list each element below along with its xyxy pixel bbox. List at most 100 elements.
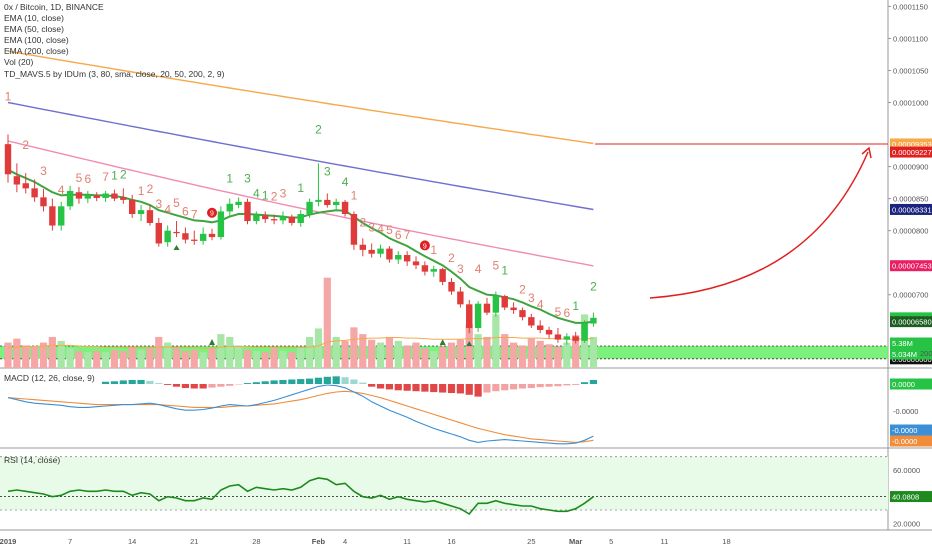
candle-body[interactable] [581,323,588,341]
candle-body[interactable] [545,329,553,335]
candle-body[interactable] [102,193,109,198]
candle-body[interactable] [359,244,366,250]
candle-body[interactable] [483,303,491,313]
ema100-line[interactable] [7,101,594,211]
candle-body[interactable] [199,233,207,241]
ema200-line[interactable] [7,50,594,145]
volume-bar [297,346,305,368]
macd-histogram-bar [128,379,136,384]
ema50-line[interactable] [7,140,594,267]
candle-body[interactable] [332,201,340,206]
candle-body[interactable] [217,211,225,238]
candle-body[interactable] [519,310,526,318]
symbol-title[interactable]: 0x / Bitcoin, 1D, BINANCE [4,2,104,12]
legend-ema50[interactable]: EMA (50, close) [4,24,64,35]
candle-body[interactable] [22,183,29,189]
volume-bar [226,336,234,368]
candle-body[interactable] [84,195,92,199]
legend-ema200[interactable]: EMA (200, close) [4,46,69,57]
volume-bar [430,351,438,368]
candle-body[interactable] [439,269,446,282]
candle-body[interactable] [146,210,154,223]
forecast-arrow[interactable] [649,151,869,299]
candle-body[interactable] [421,265,429,272]
candle-body[interactable] [173,231,180,234]
candle-body[interactable] [297,213,304,223]
candle-body[interactable] [306,201,313,214]
time-axis[interactable]: 2820197142128Feb4111625Mar51118 [0,537,731,546]
candle-body[interactable] [120,197,127,200]
candle-body[interactable] [350,213,358,245]
candle-body[interactable] [253,215,260,222]
candle-body[interactable] [554,334,562,340]
candle-body[interactable] [501,296,508,308]
candlesticks[interactable] [4,134,597,345]
rsi-legend[interactable]: RSI (14, close) [4,455,61,465]
price-axis[interactable]: 0.0001150 0.0001100 0.0001050 0.0001000 0.00… [888,2,932,528]
candle-body[interactable] [590,317,597,324]
candle-body[interactable] [40,197,47,207]
candle-body[interactable] [137,210,145,214]
td-count: 5 [555,305,562,319]
candle-body[interactable] [58,206,65,226]
candle-body[interactable] [75,192,83,199]
candle-body[interactable] [537,325,544,330]
candle-body[interactable] [368,249,375,254]
candle-body[interactable] [31,188,38,198]
candle-body[interactable] [262,215,269,220]
candle-body[interactable] [412,261,420,266]
candle-body[interactable] [4,144,12,175]
candle-body[interactable] [457,291,464,305]
candle-body[interactable] [572,336,579,341]
candle-body[interactable] [492,296,500,313]
candle-body[interactable] [182,233,189,240]
candle-body[interactable] [13,176,21,185]
legend-ema100[interactable]: EMA (100, close) [4,35,69,46]
volume-bar [66,348,74,368]
candle-body[interactable] [244,201,251,222]
volume-bar [181,351,189,368]
candle-body[interactable] [111,193,118,199]
candle-body[interactable] [466,304,473,329]
candle-body[interactable] [208,233,216,238]
legend-volume[interactable]: Vol (20) [4,57,34,68]
candle-body[interactable] [528,317,535,326]
candle-body[interactable] [324,199,331,206]
candle-body[interactable] [270,219,278,221]
legend-ema10[interactable]: EMA (10, close) [4,13,64,24]
candle-body[interactable] [226,203,233,212]
candle-body[interactable] [474,303,482,329]
candle-body[interactable] [279,216,287,221]
candle-body[interactable] [386,248,393,260]
candle-body[interactable] [563,336,571,340]
candle-body[interactable] [66,190,74,207]
candle-body[interactable] [430,269,437,272]
candle-body[interactable] [377,248,384,254]
candle-body[interactable] [448,281,455,292]
candle-body[interactable] [93,195,100,198]
macd-legend[interactable]: MACD (12, 26, close, 9) [4,373,95,383]
td-count: 1 [5,90,12,104]
td-count: 2 [147,182,154,196]
candle-body[interactable] [315,199,322,202]
rsi-line[interactable] [7,477,594,516]
candle-body[interactable] [288,216,296,223]
volume-bar [545,344,553,368]
candle-body[interactable] [191,239,198,241]
candle-body[interactable] [49,206,56,226]
candle-body[interactable] [510,307,517,311]
macd-pane[interactable] [7,376,598,445]
candle-body[interactable] [341,201,349,214]
candle-body[interactable] [395,255,402,260]
macd-signal-line[interactable] [7,390,594,443]
legend-td-mavs[interactable]: TD_MAVS.5 by IDUm (3, 80, sma, close, 20… [4,68,225,79]
candle-body[interactable] [403,255,411,262]
candle-body[interactable] [235,201,242,206]
candle-body[interactable] [128,199,136,214]
candle-body[interactable] [155,222,162,244]
user-drawings[interactable] [595,143,888,299]
macd-line[interactable] [7,384,594,445]
rsi-pane[interactable] [0,456,888,516]
candle-body[interactable] [164,230,171,243]
